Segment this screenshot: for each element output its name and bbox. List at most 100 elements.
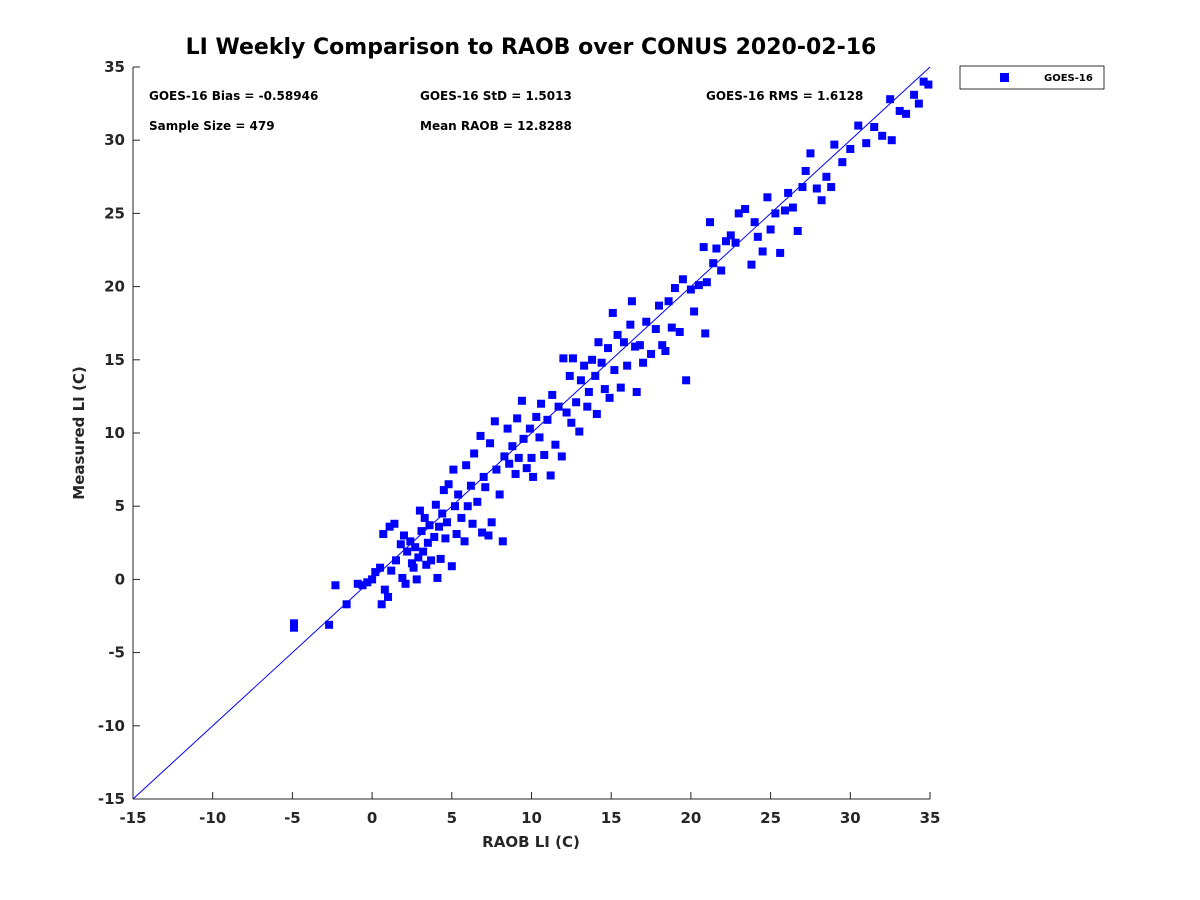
- data-point: [454, 490, 463, 499]
- y-tick-label: 25: [104, 204, 125, 222]
- data-point: [470, 449, 479, 458]
- data-point: [592, 409, 601, 418]
- data-point: [731, 238, 740, 247]
- data-point: [514, 453, 523, 462]
- data-point: [403, 547, 412, 556]
- data-point: [758, 247, 767, 256]
- data-point: [914, 99, 923, 108]
- data-point: [444, 480, 453, 489]
- data-point: [463, 502, 472, 511]
- data-point: [525, 424, 534, 433]
- data-point: [734, 209, 743, 218]
- data-point: [694, 281, 703, 290]
- data-point: [407, 559, 416, 568]
- y-tick-label: 35: [104, 58, 125, 76]
- data-point: [854, 121, 863, 130]
- data-point: [675, 327, 684, 336]
- data-point: [441, 534, 450, 543]
- data-point: [910, 90, 919, 99]
- data-point: [557, 452, 566, 461]
- data-point: [627, 297, 636, 306]
- data-point: [522, 464, 531, 473]
- legend-box: [959, 65, 1105, 90]
- data-point: [289, 623, 298, 632]
- data-point: [651, 325, 660, 334]
- data-point: [415, 506, 424, 515]
- data-point: [289, 619, 298, 628]
- data-point: [478, 528, 487, 537]
- data-point: [371, 568, 380, 577]
- data-point: [588, 355, 597, 364]
- data-point: [473, 497, 482, 506]
- data-point: [479, 472, 488, 481]
- data-point: [422, 560, 431, 569]
- data-point: [924, 80, 933, 89]
- data-point: [678, 275, 687, 284]
- data-point: [784, 188, 793, 197]
- data-point: [878, 131, 887, 140]
- data-point: [527, 453, 536, 462]
- data-points: [289, 77, 933, 632]
- data-point: [492, 465, 501, 474]
- x-tick-label: -15: [119, 809, 146, 827]
- data-point: [806, 149, 815, 158]
- data-point: [670, 284, 679, 293]
- data-point: [635, 341, 644, 350]
- data-point: [619, 338, 628, 347]
- data-point: [682, 376, 691, 385]
- std-annotation: GOES-16 StD = 1.5013: [420, 89, 572, 103]
- data-point: [486, 439, 495, 448]
- x-tick-label: -5: [284, 809, 301, 827]
- data-point: [537, 399, 546, 408]
- y-axis-label: Measured LI (C): [70, 366, 88, 499]
- data-point: [741, 205, 750, 214]
- data-point: [379, 530, 388, 539]
- data-point: [576, 376, 585, 385]
- data-point: [827, 183, 836, 192]
- data-point: [495, 490, 504, 499]
- data-point: [699, 243, 708, 252]
- data-point: [605, 393, 614, 402]
- data-point: [623, 361, 632, 370]
- data-point: [466, 481, 475, 490]
- data-point: [600, 385, 609, 394]
- data-point: [390, 519, 399, 528]
- x-axis-label: RAOB LI (C): [482, 833, 580, 851]
- data-point: [919, 77, 928, 86]
- data-point: [583, 402, 592, 411]
- data-point: [658, 341, 667, 350]
- data-point: [498, 537, 507, 546]
- data-point: [505, 459, 514, 468]
- y-tick-label: 10: [104, 424, 125, 442]
- data-point: [377, 600, 386, 609]
- data-point: [706, 218, 715, 227]
- data-point: [546, 471, 555, 480]
- data-point: [433, 573, 442, 582]
- data-point: [812, 184, 821, 193]
- data-point: [487, 518, 496, 527]
- data-point: [508, 442, 517, 451]
- x-tick-label: 25: [760, 809, 781, 827]
- data-point: [870, 123, 879, 132]
- y-tick-label: 15: [104, 351, 125, 369]
- data-point: [503, 424, 512, 433]
- data-point: [655, 301, 664, 310]
- data-point: [584, 388, 593, 397]
- data-point: [363, 578, 372, 587]
- data-point: [384, 592, 393, 601]
- x-tick-label: 20: [680, 809, 701, 827]
- data-point: [511, 469, 520, 478]
- y-tick-label: -15: [98, 790, 125, 808]
- data-point: [717, 266, 726, 275]
- data-point: [439, 486, 448, 495]
- data-point: [626, 320, 635, 329]
- data-point: [406, 537, 415, 546]
- data-point: [532, 412, 541, 421]
- data-point: [702, 278, 711, 287]
- y-tick-label: 0: [115, 570, 125, 588]
- data-point: [423, 538, 432, 547]
- legend-label: GOES-16: [1044, 73, 1093, 84]
- data-point: [484, 531, 493, 540]
- data-point: [392, 556, 401, 565]
- data-point: [387, 566, 396, 575]
